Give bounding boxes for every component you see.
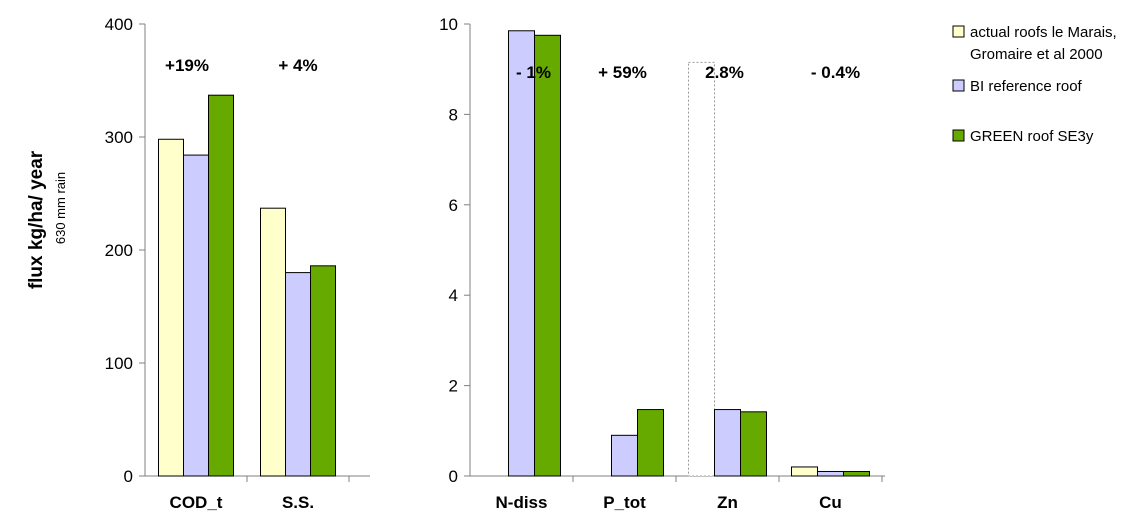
change-annotation: +19%: [165, 56, 209, 75]
x-category-label: Zn: [717, 493, 738, 512]
left-chart: 0 100 200 300 400 COD_t +19% S.S. + 4%: [105, 15, 370, 512]
bar-p-tot-series-2: [637, 409, 664, 477]
right-chart: 0 2 4 6 8 10 N-diss - 1% P_tot + 59% Zn 2.8% Cu - 0.4…: [439, 15, 885, 512]
y-tick-label: 6: [449, 196, 458, 215]
y-tick-label: 400: [105, 15, 133, 34]
legend-label: BI reference roof: [970, 78, 1083, 95]
y-axis-label: flux kg/ha/ year: [26, 150, 47, 289]
change-annotation: 2.8%: [705, 63, 744, 82]
x-category-label: COD_t: [170, 493, 223, 512]
y-tick-label: 0: [449, 467, 458, 486]
y-axis-title: flux kg/ha/ year 630 mm rain: [26, 150, 68, 289]
bar-cu-series-2: [843, 470, 870, 477]
y-axis-sublabel: 630 mm rain: [53, 172, 68, 244]
y-tick-label: 4: [449, 286, 458, 305]
bar-zn-series-1: [714, 409, 741, 477]
bar-cu-series-0: [791, 466, 818, 477]
bar-cod-t-series-2: [208, 94, 234, 477]
bar-s-s--series-1: [285, 272, 311, 477]
legend-label: Gromaire et al 2000: [970, 46, 1103, 63]
legend-swatch: [952, 25, 965, 38]
y-tick-label: 200: [105, 241, 133, 260]
bar-cod-t-series-0: [158, 138, 184, 477]
change-annotation: + 4%: [278, 56, 317, 75]
bar-p-tot-series-1: [611, 434, 638, 477]
change-annotation: - 1%: [516, 63, 551, 82]
legend-label: actual roofs le Marais,: [970, 24, 1117, 41]
y-tick-label: 2: [449, 377, 458, 396]
bar-cu-series-1: [817, 470, 844, 477]
bar-zn-series-0: [688, 61, 715, 477]
x-category-label: N-diss: [496, 493, 548, 512]
bar-cod-t-series-1: [183, 154, 209, 477]
legend-swatch: [952, 129, 965, 142]
x-category-label: S.S.: [282, 493, 314, 512]
legend: actual roofs le Marais, Gromaire et al 20…: [952, 24, 1117, 145]
change-annotation: + 59%: [598, 63, 647, 82]
x-category-label: P_tot: [603, 493, 646, 512]
bar-zn-series-2: [740, 411, 767, 477]
change-annotation: - 0.4%: [811, 63, 860, 82]
legend-label: GREEN roof SE3y: [970, 128, 1094, 145]
y-tick-label: 8: [449, 105, 458, 124]
y-tick-label: 0: [124, 467, 133, 486]
y-tick-label: 300: [105, 128, 133, 147]
bar-n-diss-series-2: [534, 34, 561, 477]
bar-s-s--series-2: [310, 265, 336, 477]
y-tick-label: 100: [105, 354, 133, 373]
bar-n-diss-series-1: [508, 30, 535, 477]
bar-s-s--series-0: [260, 207, 286, 477]
y-tick-label: 10: [439, 15, 458, 34]
x-category-label: Cu: [819, 493, 842, 512]
legend-swatch: [952, 79, 965, 92]
